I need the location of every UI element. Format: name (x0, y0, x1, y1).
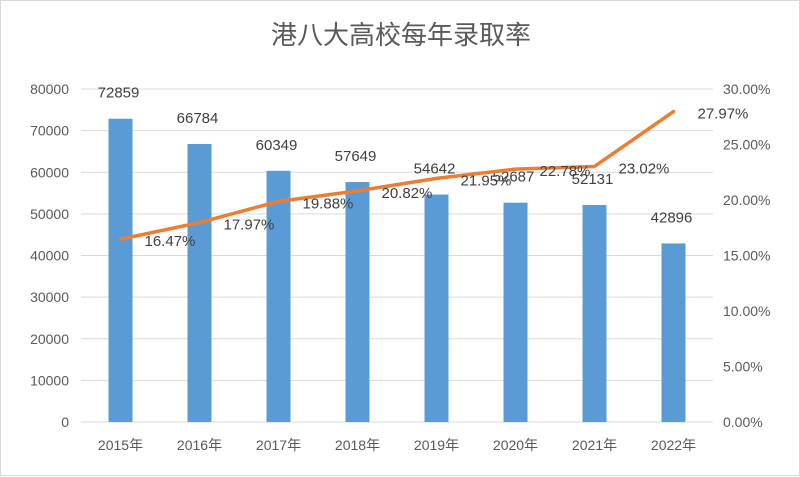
x-tick-label: 2017年 (256, 437, 301, 453)
bar-data-label: 57649 (335, 148, 377, 165)
x-tick-label: 2015年 (98, 437, 143, 453)
line-data-label: 22.78% (540, 163, 591, 180)
y-right-tick-label: 5.00% (723, 359, 763, 375)
bar-data-label: 72859 (98, 85, 140, 102)
bar (267, 171, 291, 422)
bar-data-label: 54642 (414, 161, 456, 178)
bar (188, 144, 212, 422)
bar (109, 119, 133, 422)
line-data-label: 20.82% (382, 185, 433, 202)
line-data-label: 23.02% (619, 160, 670, 177)
bar-data-label: 42896 (651, 209, 693, 226)
y-left-tick-label: 20000 (30, 331, 69, 347)
y-left-tick-label: 70000 (30, 123, 69, 139)
bar (504, 203, 528, 422)
y-left-tick-label: 50000 (30, 206, 69, 222)
line-data-label: 19.88% (303, 195, 354, 212)
bar (346, 182, 370, 422)
line-data-label: 16.47% (145, 233, 196, 250)
bar-data-label: 66784 (177, 110, 219, 127)
x-tick-label: 2016年 (177, 437, 222, 453)
x-tick-label: 2022年 (651, 437, 696, 453)
y-right-tick-label: 25.00% (723, 137, 770, 153)
bar-data-label: 60349 (256, 137, 298, 154)
x-tick-label: 2018年 (335, 437, 380, 453)
line-data-label: 21.95% (461, 172, 512, 189)
y-right-tick-label: 10.00% (723, 303, 770, 319)
y-left-tick-label: 60000 (30, 164, 69, 180)
bar (425, 195, 449, 422)
x-tick-label: 2020年 (493, 437, 538, 453)
x-tick-label: 2021年 (572, 437, 617, 453)
y-left-tick-label: 0 (61, 414, 69, 430)
y-left-tick-label: 40000 (30, 248, 69, 264)
y-right-tick-label: 20.00% (723, 192, 770, 208)
y-left-tick-label: 30000 (30, 289, 69, 305)
y-right-tick-label: 0.00% (723, 414, 763, 430)
y-right-tick-label: 15.00% (723, 248, 770, 264)
bar (583, 205, 607, 422)
x-tick-label: 2019年 (414, 437, 459, 453)
y-left-tick-label: 10000 (30, 372, 69, 388)
y-left-tick-label: 80000 (30, 81, 69, 97)
line-data-label: 27.97% (698, 106, 749, 123)
y-right-tick-label: 30.00% (723, 81, 770, 97)
bar (662, 243, 686, 422)
line-data-label: 17.97% (224, 217, 275, 234)
